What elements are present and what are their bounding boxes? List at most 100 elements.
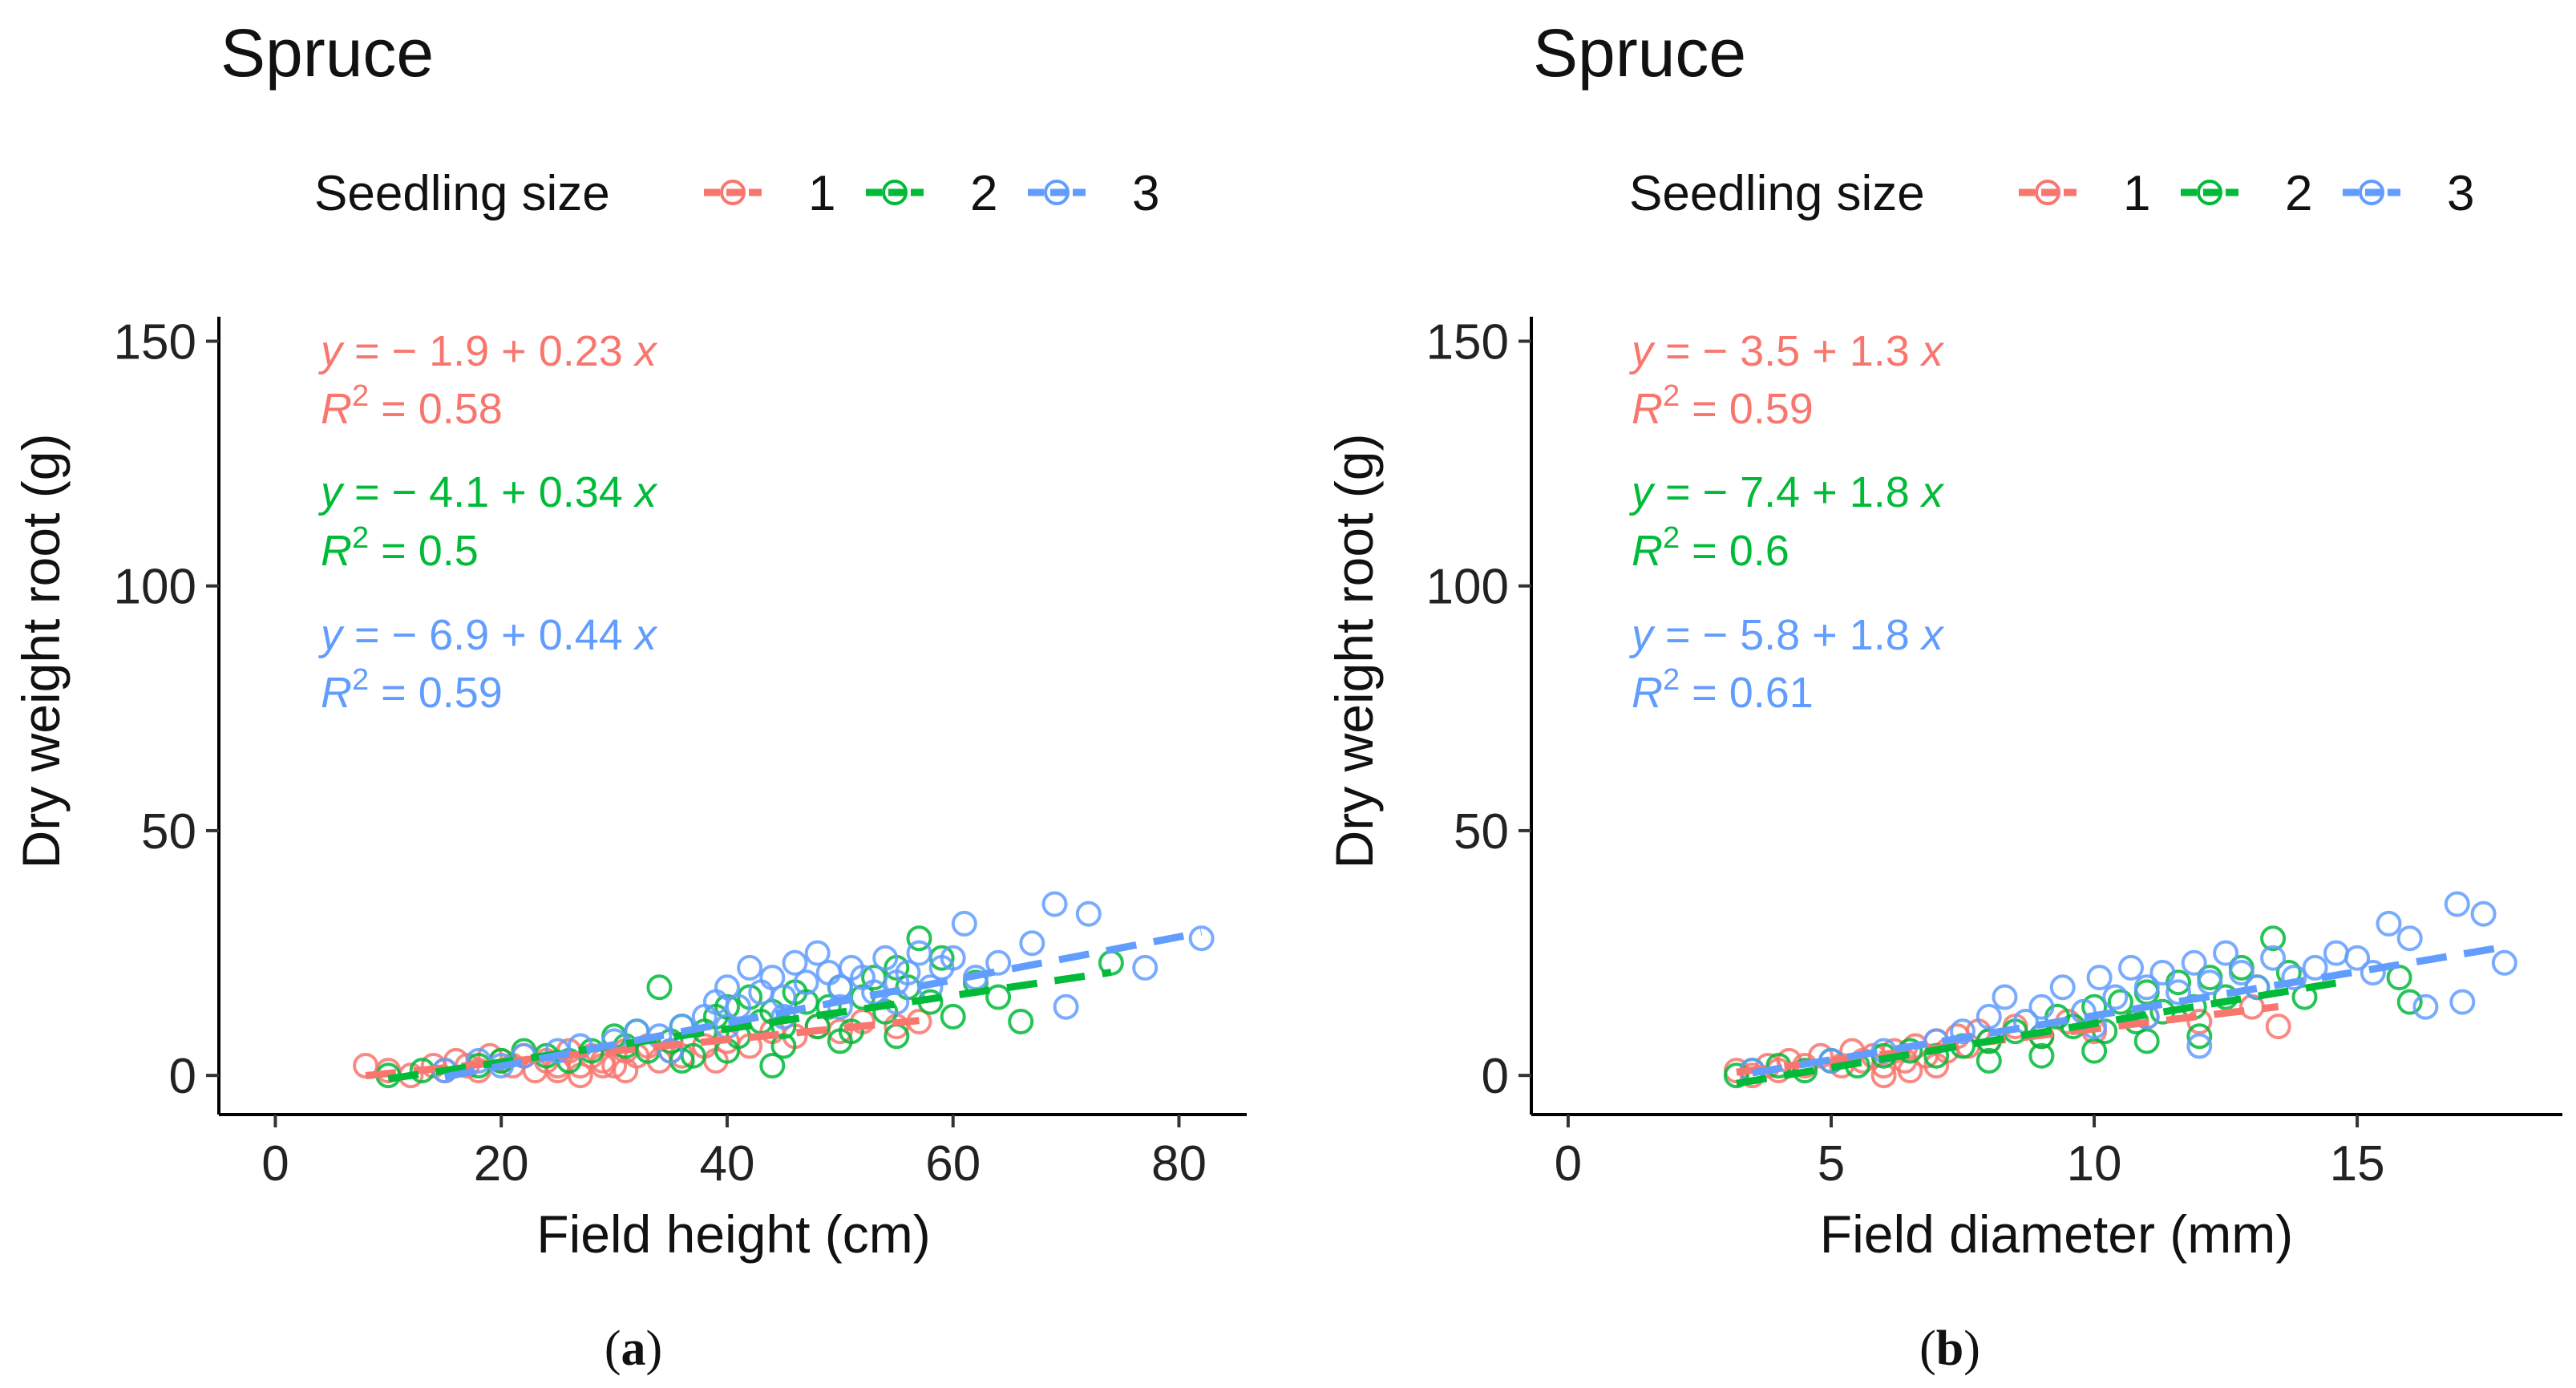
point-series-3 [2133, 974, 2160, 1001]
point-series-2 [646, 974, 673, 1001]
point-series-3 [759, 965, 786, 991]
equation-group-1-a: y = − 1.9 + 0.23 x R2 = 0.58 [317, 327, 658, 433]
point-series-3 [2049, 974, 2076, 1001]
equation-b-1: y = − 3.5 + 1.3 x [1628, 327, 1945, 375]
point-series-3 [895, 960, 921, 985]
caption-b: (b) [1919, 1321, 1980, 1376]
y-tick-label: 150 [114, 315, 196, 370]
point-series-3 [2449, 989, 2476, 1015]
legend-a-label-1: 1 [808, 166, 835, 221]
legend-key-marker-1 [2035, 180, 2060, 205]
point-series-3 [1992, 984, 2018, 1010]
point-series-2 [2028, 1042, 2055, 1069]
point-series-2 [2081, 1038, 2108, 1064]
point-series-3 [2028, 993, 2055, 1020]
r2-a-2: R2 = 0.5 [321, 521, 479, 575]
equation-group-3-a: y = − 6.9 + 0.44 x R2 = 0.59 [317, 611, 658, 717]
point-series-1 [1897, 1058, 1923, 1084]
point-series-3 [2360, 960, 2386, 985]
x-tick-label: 5 [1818, 1136, 1845, 1192]
point-series-3 [1041, 891, 1068, 917]
panel-a: Spruce Seedling size 1 2 3 0 20 40 60 80 0 50 1… [11, 15, 1247, 1376]
legend-a: Seedling size 1 2 3 [314, 166, 1159, 221]
equation-b-2: y = − 7.4 + 1.8 x [1628, 468, 1945, 516]
point-series-3 [2470, 900, 2497, 927]
point-series-2 [2386, 965, 2412, 991]
plot-a-marks [353, 891, 1215, 1089]
point-series-3 [657, 1038, 684, 1064]
panel-b-title: Spruce [1533, 15, 1746, 91]
point-series-3 [1132, 954, 1159, 981]
x-tick-label: 20 [474, 1136, 529, 1192]
point-series-3 [872, 945, 899, 971]
x-axis-label-b: Field diameter (mm) [1820, 1204, 2293, 1264]
point-series-3 [2181, 949, 2207, 976]
fit-line-series-3 [443, 929, 1203, 1081]
y-tick-label: 100 [114, 560, 196, 615]
x-tick-label: 40 [699, 1136, 754, 1192]
x-tick-label: 10 [2067, 1136, 2122, 1192]
equation-a-2: y = − 4.1 + 0.34 x [317, 468, 658, 516]
point-series-3 [2376, 910, 2402, 937]
point-series-3 [940, 945, 966, 971]
y-tick-label: 100 [1426, 560, 1509, 615]
legend-b-keys [2019, 180, 2400, 205]
point-series-3 [2086, 965, 2113, 991]
point-series-3 [2186, 1033, 2213, 1059]
point-series-3 [714, 974, 740, 1001]
point-series-3 [951, 910, 977, 937]
point-series-3 [2149, 960, 2176, 985]
r2-b-2: R2 = 0.6 [1632, 521, 1789, 575]
point-series-2 [940, 1003, 966, 1030]
point-series-3 [1075, 900, 1102, 927]
fit-line-series-2 [1736, 977, 2348, 1087]
y-axis-label-b: Dry weight root (g) [1324, 434, 1384, 869]
point-series-3 [1950, 1018, 1975, 1045]
point-series-3 [793, 969, 819, 996]
legend-b-label-1: 1 [2123, 166, 2150, 221]
equation-b-3: y = − 5.8 + 1.8 x [1628, 611, 1945, 659]
point-series-3 [2444, 891, 2470, 917]
point-series-2 [1723, 1062, 1749, 1089]
point-series-3 [2412, 993, 2439, 1020]
point-series-3 [770, 984, 797, 1010]
equation-group-1-b: y = − 3.5 + 1.3 x R2 = 0.59 [1628, 327, 1945, 433]
fit-line-series-1 [1736, 1002, 2279, 1076]
point-series-2 [2107, 989, 2133, 1015]
x-tick-label: 0 [1555, 1136, 1582, 1192]
point-series-3 [2197, 969, 2223, 996]
point-series-3 [804, 940, 831, 966]
point-series-3 [1188, 925, 1215, 952]
r2-a-3: R2 = 0.59 [321, 663, 503, 717]
x-tick-label: 80 [1151, 1136, 1207, 1192]
equation-group-3-b: y = − 5.8 + 1.8 x R2 = 0.61 [1628, 611, 1945, 717]
point-series-3 [2118, 954, 2144, 981]
x-tick-label: 15 [2330, 1136, 2385, 1192]
legend-key-marker-1 [720, 180, 746, 205]
point-series-3 [2260, 945, 2287, 971]
legend-b-title: Seedling size [1629, 166, 1925, 221]
point-series-3 [815, 960, 842, 985]
y-axis-label-a: Dry weight root (g) [11, 434, 71, 869]
y-tick-label: 0 [1482, 1049, 1509, 1104]
point-series-3 [2166, 979, 2191, 1006]
point-series-2 [815, 993, 842, 1020]
legend-a-keys [704, 180, 1086, 205]
legend-key-marker-3 [1044, 180, 1070, 205]
legend-a-title: Seedling size [314, 166, 610, 221]
point-series-2 [2133, 1028, 2160, 1054]
point-series-2 [2260, 925, 2287, 952]
point-series-2 [2291, 984, 2318, 1010]
point-series-3 [2323, 940, 2349, 966]
legend-key-marker-3 [2359, 180, 2384, 205]
point-series-2 [2396, 989, 2423, 1015]
r2-a-1: R2 = 0.58 [321, 379, 503, 433]
r2-b-1: R2 = 0.59 [1632, 379, 1814, 433]
point-series-2 [770, 1033, 797, 1059]
x-tick-label: 60 [925, 1136, 981, 1192]
point-series-2 [714, 993, 740, 1020]
point-series-2 [906, 925, 932, 952]
point-series-2 [1975, 1047, 2002, 1074]
axes-a: 0 20 40 60 80 0 50 100 150 [114, 315, 1247, 1192]
